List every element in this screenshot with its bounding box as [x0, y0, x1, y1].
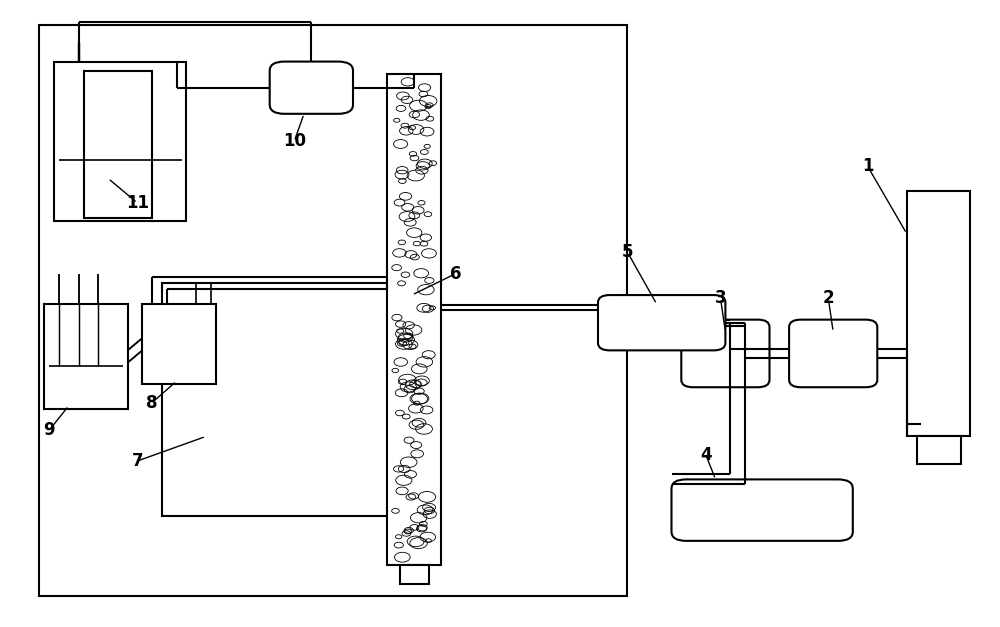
FancyBboxPatch shape — [672, 480, 853, 541]
Text: 11: 11 — [126, 194, 149, 212]
Text: 4: 4 — [700, 446, 712, 464]
Text: 8: 8 — [146, 394, 158, 411]
Bar — [907, 191, 970, 436]
Bar — [54, 61, 186, 221]
Text: 9: 9 — [43, 421, 55, 440]
FancyBboxPatch shape — [270, 61, 353, 113]
Bar — [142, 304, 216, 384]
Bar — [44, 304, 128, 409]
FancyBboxPatch shape — [681, 320, 770, 387]
Text: 7: 7 — [132, 452, 143, 470]
Bar — [84, 71, 152, 218]
FancyBboxPatch shape — [789, 320, 877, 387]
Text: 3: 3 — [715, 289, 726, 307]
Bar — [400, 566, 429, 584]
Text: 10: 10 — [283, 132, 306, 150]
Text: 2: 2 — [822, 289, 834, 307]
Text: 5: 5 — [622, 243, 633, 261]
Bar — [916, 436, 961, 464]
Bar — [387, 74, 441, 566]
FancyBboxPatch shape — [598, 295, 725, 350]
Text: 6: 6 — [450, 265, 462, 283]
Bar — [39, 24, 627, 596]
Bar — [162, 283, 402, 516]
Text: 1: 1 — [862, 157, 873, 175]
